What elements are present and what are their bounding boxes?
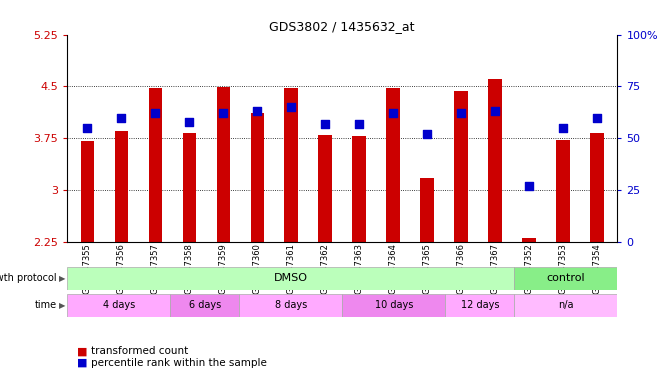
Point [150, 110, 161, 116]
Point [252, 108, 262, 114]
Bar [115, 131, 128, 242]
Bar [514, 267, 617, 290]
Bar [488, 79, 502, 242]
Bar [217, 87, 230, 242]
Text: DMSO: DMSO [274, 273, 307, 283]
Text: ■: ■ [77, 346, 88, 356]
Point [388, 110, 399, 116]
Text: percentile rank within the sample: percentile rank within the sample [91, 358, 266, 368]
Bar [250, 113, 264, 242]
Point [184, 119, 195, 125]
Bar [285, 88, 298, 242]
Point [490, 108, 501, 114]
Bar [556, 140, 570, 242]
Bar [352, 136, 366, 242]
Bar [319, 135, 332, 242]
Text: 8 days: 8 days [274, 300, 307, 310]
Text: transformed count: transformed count [91, 346, 188, 356]
Bar [522, 238, 536, 242]
Bar [420, 178, 434, 242]
Point [116, 114, 127, 121]
Point [422, 131, 433, 137]
Text: ▶: ▶ [59, 301, 66, 310]
Bar [386, 88, 400, 242]
Text: growth protocol: growth protocol [0, 273, 57, 283]
Point [456, 110, 466, 116]
Point [558, 125, 568, 131]
Point [218, 110, 229, 116]
Bar [454, 91, 468, 242]
Text: ■: ■ [77, 358, 88, 368]
Bar [342, 294, 446, 317]
Bar [148, 88, 162, 242]
Bar [170, 294, 239, 317]
Text: ▶: ▶ [59, 274, 66, 283]
Text: 10 days: 10 days [374, 300, 413, 310]
Text: 6 days: 6 days [189, 300, 221, 310]
Text: 12 days: 12 days [460, 300, 499, 310]
Bar [590, 133, 604, 242]
Bar [239, 294, 342, 317]
Point [82, 125, 93, 131]
Text: control: control [546, 273, 585, 283]
Bar [67, 294, 170, 317]
Text: 4 days: 4 days [103, 300, 135, 310]
Bar [514, 294, 617, 317]
Point [354, 121, 364, 127]
Point [592, 114, 603, 121]
Bar [67, 267, 514, 290]
Bar [81, 141, 94, 242]
Point [523, 183, 534, 189]
Text: time: time [35, 300, 57, 310]
Point [320, 121, 331, 127]
Text: n/a: n/a [558, 300, 574, 310]
Title: GDS3802 / 1435632_at: GDS3802 / 1435632_at [270, 20, 415, 33]
Bar [446, 294, 514, 317]
Bar [183, 133, 196, 242]
Point [286, 104, 297, 110]
